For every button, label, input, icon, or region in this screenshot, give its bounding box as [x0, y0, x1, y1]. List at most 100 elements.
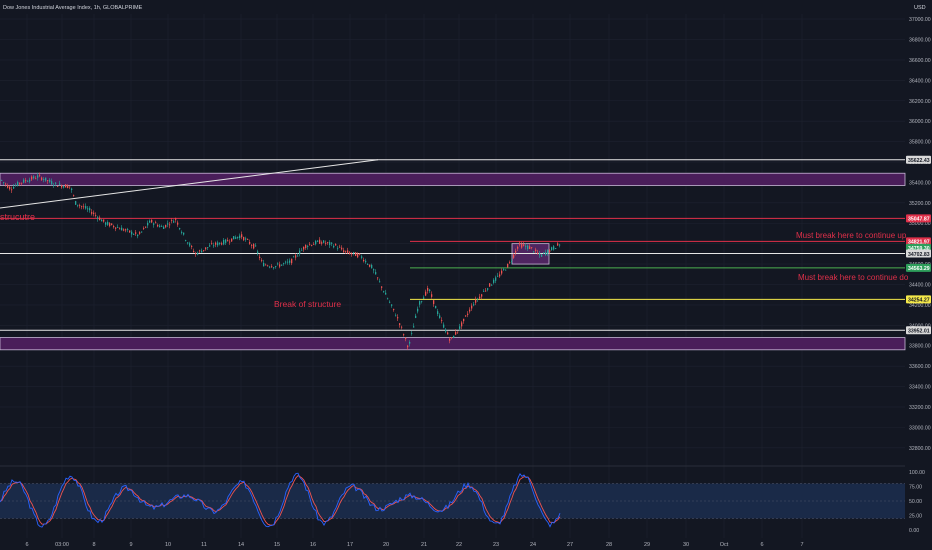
candle-body — [77, 204, 79, 206]
candle-body — [163, 226, 165, 229]
currency-label: USD — [914, 5, 926, 11]
candle-body — [283, 263, 285, 265]
time-tick-label: 03:00 — [55, 542, 69, 548]
candle-body — [321, 242, 323, 244]
candle-body — [521, 244, 523, 248]
candle-body — [441, 320, 443, 321]
candle-body — [541, 254, 543, 257]
candle-body — [249, 242, 251, 244]
candle-body — [115, 227, 117, 229]
candle-body — [15, 185, 17, 187]
price-tick-label: 36200.00 — [909, 99, 931, 105]
candle-body — [131, 231, 133, 235]
time-axis[interactable]: 6 03:00 8 9 10 11 14 15 16 17 20 21 22 23 24 27 28 29 30 Oc… — [25, 542, 803, 548]
candle-body — [141, 231, 143, 233]
candle-body — [101, 219, 103, 222]
candle-body — [377, 277, 379, 279]
candle-body — [297, 255, 299, 257]
candle-body — [85, 206, 87, 209]
annotation-break-of-structure: Break of structure — [274, 299, 341, 309]
candle-body — [463, 318, 465, 322]
candle-body — [97, 217, 99, 219]
price-tag-label: 34821.97 — [908, 240, 930, 246]
candle-body — [119, 228, 121, 230]
candle-body — [187, 242, 189, 244]
candle-body — [549, 249, 551, 253]
annotations-layer: strucutre Break of structure Must break … — [0, 212, 909, 309]
candle-body — [171, 220, 173, 221]
price-tag-label: 34254.27 — [908, 298, 930, 304]
candle-body — [205, 247, 207, 250]
candle-body — [401, 326, 403, 328]
candle-body — [319, 239, 321, 244]
candle-body — [47, 180, 49, 182]
candle-body — [133, 234, 135, 235]
candle-body — [267, 265, 269, 267]
candle-body — [369, 264, 371, 267]
stochastic-pane[interactable] — [0, 472, 905, 528]
price-tick-label: 36600.00 — [909, 58, 931, 64]
candle-body — [431, 294, 433, 297]
candle-body — [461, 322, 463, 327]
candle-body — [405, 337, 407, 340]
candle-body — [25, 180, 27, 182]
candle-body — [555, 248, 557, 249]
candle-body — [227, 240, 229, 242]
stochastic-tick-label: 50.00 — [909, 499, 922, 505]
candle-body — [459, 326, 461, 329]
candle-body — [79, 205, 81, 207]
time-tick-label: 8 — [92, 542, 95, 548]
candle-body — [51, 181, 53, 185]
candle-body — [121, 227, 123, 231]
candle-body — [501, 270, 503, 274]
stochastic-axis: 100.00 75.00 50.00 25.00 0.00 — [909, 470, 925, 534]
price-axis[interactable]: 37000.00 36800.00 36600.00 36400.00 36200.00… — [909, 17, 931, 452]
time-tick-label: 7 — [800, 542, 803, 548]
time-tick-label: 11 — [201, 542, 207, 548]
candle-body — [373, 269, 375, 271]
candles-layer[interactable] — [1, 172, 561, 350]
candle-body — [351, 253, 353, 255]
price-tag — [906, 214, 931, 223]
candle-body — [477, 298, 479, 300]
candle-body — [73, 195, 75, 197]
candle-body — [139, 232, 141, 234]
candle-body — [513, 254, 515, 258]
candle-body — [535, 249, 537, 252]
candle-body — [197, 252, 199, 255]
candle-body — [269, 266, 271, 268]
candle-body — [481, 294, 483, 297]
candle-body — [395, 315, 397, 317]
candle-body — [191, 245, 193, 247]
candle-body — [411, 333, 413, 334]
candle-body — [153, 223, 155, 225]
candle-body — [329, 242, 331, 246]
price-tag — [906, 155, 931, 164]
price-tag-layer: 35622.43 35047.87 34821.9734759.3034702.83… — [906, 155, 931, 334]
time-tick-label: 10 — [165, 542, 171, 548]
upper-supply-zone — [0, 172, 906, 186]
candle-body — [399, 323, 401, 325]
candle-body — [219, 242, 221, 244]
price-tick-label: 33200.00 — [909, 405, 931, 411]
candle-body — [295, 255, 297, 258]
candle-body — [417, 308, 419, 312]
candle-body — [31, 176, 33, 180]
chart-title: Dow Jones Industrial Average Index, 1h, … — [3, 5, 143, 11]
candle-body — [361, 256, 363, 258]
time-tick-label: 21 — [421, 542, 427, 548]
time-tick-label: 16 — [310, 542, 316, 548]
candle-body — [427, 287, 429, 291]
candle-body — [445, 329, 447, 332]
price-tag-label: 34563.29 — [908, 266, 930, 272]
candle-body — [449, 338, 451, 341]
candle-body — [381, 286, 383, 288]
candle-body — [337, 247, 339, 249]
candle-body — [493, 279, 495, 283]
candle-body — [103, 219, 105, 222]
time-tick-label: Oct — [720, 542, 729, 548]
candle-body — [199, 250, 201, 252]
candle-body — [111, 223, 113, 225]
candle-body — [215, 242, 217, 245]
